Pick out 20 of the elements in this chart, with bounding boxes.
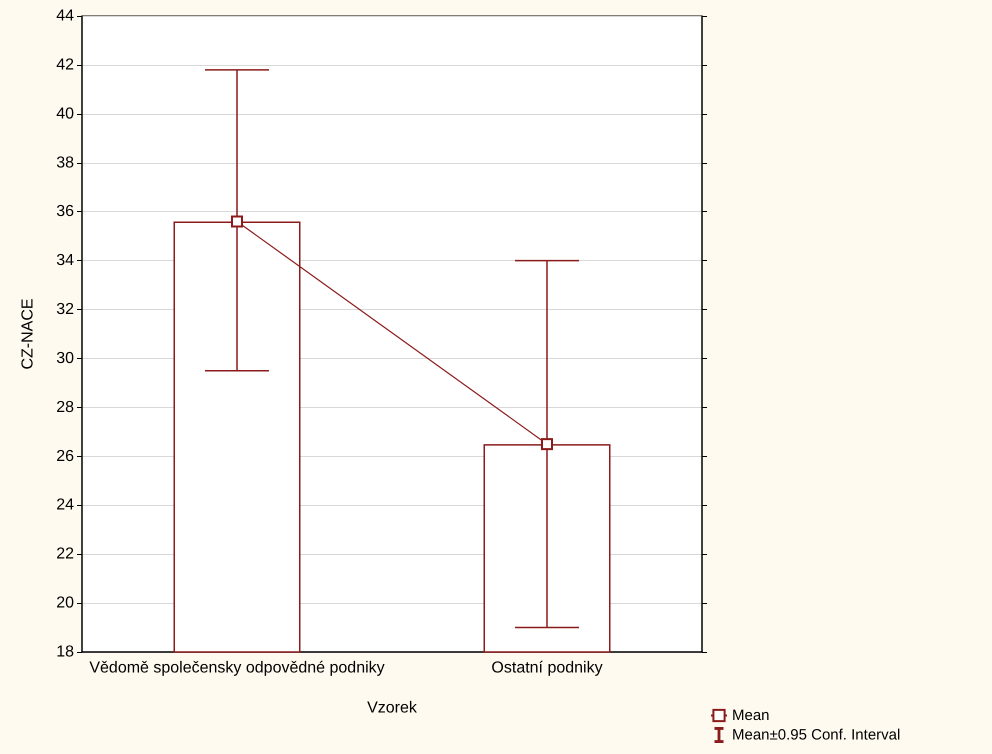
y-tick-label: 44 [56, 8, 74, 24]
y-tick-label: 28 [56, 398, 74, 416]
y-tick-label: 26 [56, 448, 74, 465]
x-tick-label: Ostatní podniky [491, 660, 603, 676]
y-tick-label: 36 [56, 203, 74, 220]
y-tick-label: 38 [56, 154, 74, 172]
y-tick-label: 42 [56, 56, 74, 74]
y-axis-title: CZ-NACE [20, 298, 36, 370]
y-tick-label: 18 [56, 644, 74, 660]
y-tick-label: 34 [56, 252, 74, 270]
legend-label: Mean±0.95 Conf. Interval [732, 726, 900, 744]
y-tick-label: 22 [56, 546, 74, 563]
y-tick-label: 20 [56, 594, 74, 612]
x-axis-title: Vzorek [367, 700, 418, 716]
y-tick-label: 24 [56, 496, 74, 514]
y-tick-label: 32 [56, 301, 74, 318]
x-tick-label: Vědomě společensky odpovědné podniky [89, 660, 385, 676]
legend-label: Mean [732, 707, 770, 724]
y-tick-label: 30 [56, 350, 74, 367]
y-tick-label: 40 [56, 105, 74, 122]
